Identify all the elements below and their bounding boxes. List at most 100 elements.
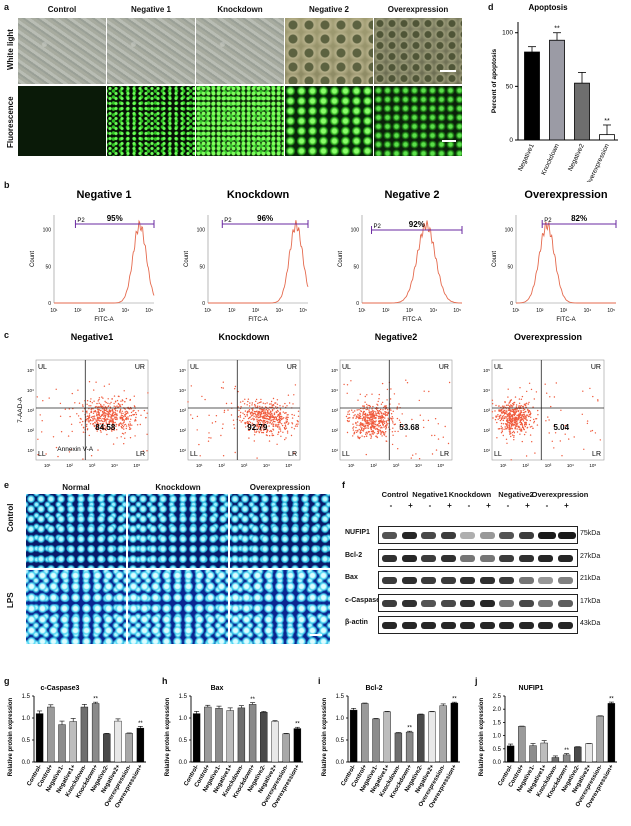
y-tick-label: 0.0 <box>336 760 345 766</box>
significance-mark: ** <box>93 697 98 703</box>
dot <box>273 408 275 410</box>
dot <box>393 393 396 395</box>
dot <box>279 409 282 411</box>
dot <box>519 412 521 414</box>
dot <box>272 404 275 406</box>
dot <box>250 418 252 420</box>
significance-mark: ** <box>250 697 255 703</box>
gate-label: P2 <box>544 218 552 224</box>
dot <box>285 427 288 429</box>
dot <box>350 380 352 382</box>
dot <box>248 405 251 407</box>
y-tick-label: 1.5 <box>179 694 188 700</box>
bar-Overexpression- <box>125 733 133 763</box>
dot <box>385 428 387 430</box>
dot <box>367 427 370 429</box>
dot <box>564 424 567 427</box>
dot <box>519 410 522 412</box>
quadrant-ll: LL <box>342 451 350 458</box>
band <box>499 554 514 562</box>
dot <box>101 420 104 422</box>
dot <box>376 428 379 430</box>
dot <box>372 430 375 433</box>
dot <box>248 417 251 419</box>
dot <box>535 418 537 420</box>
dot <box>263 412 265 414</box>
y-tick-label: 10² <box>331 428 338 433</box>
dot <box>347 420 349 423</box>
dot <box>237 416 240 418</box>
dot <box>102 417 104 420</box>
dot <box>100 403 102 406</box>
dot <box>371 418 373 420</box>
lane-sign: - <box>545 501 549 510</box>
panel-label-b: b <box>4 180 10 190</box>
dot <box>380 420 383 423</box>
dot <box>269 414 272 416</box>
dot <box>515 422 517 425</box>
dot <box>271 433 273 435</box>
dot <box>512 425 514 427</box>
dot <box>560 409 562 411</box>
dot <box>258 431 260 434</box>
dot <box>374 413 376 415</box>
dot <box>513 404 515 406</box>
y-axis-label: Count <box>184 251 190 267</box>
dot <box>143 409 146 412</box>
dot <box>279 430 282 432</box>
dot <box>244 410 247 412</box>
dot <box>442 436 444 438</box>
dot <box>504 426 506 428</box>
dot <box>390 417 393 420</box>
band <box>460 622 475 630</box>
dot <box>92 415 95 418</box>
dot <box>268 440 271 442</box>
band <box>499 622 514 630</box>
dot <box>502 423 505 425</box>
dot <box>106 427 108 429</box>
dot <box>230 414 233 416</box>
y-tick-label: 10¹ <box>27 448 34 453</box>
significance-mark: ** <box>609 697 614 703</box>
dot <box>386 440 388 442</box>
dot <box>372 427 375 429</box>
dot <box>523 414 525 416</box>
dot <box>355 426 357 429</box>
dot <box>118 423 121 425</box>
dot <box>52 436 55 438</box>
dot <box>104 424 106 427</box>
dot <box>534 452 536 454</box>
dot <box>94 418 96 420</box>
dot <box>515 411 517 414</box>
dot <box>48 397 50 399</box>
band <box>440 554 456 562</box>
dot <box>502 417 504 419</box>
dot <box>384 420 386 423</box>
dot <box>356 415 358 417</box>
dot <box>107 416 109 418</box>
dot <box>101 426 103 428</box>
quadrant-ll: LL <box>190 451 198 458</box>
dot <box>59 415 62 417</box>
dot <box>508 427 510 429</box>
dot <box>366 403 368 406</box>
dot <box>521 440 523 443</box>
band <box>479 577 495 585</box>
significance-mark: ** <box>564 748 569 754</box>
column-header-2: Overexpression <box>249 483 311 492</box>
dot <box>105 414 107 417</box>
band <box>401 599 417 607</box>
dot <box>383 413 385 415</box>
group-label: Control <box>381 490 409 499</box>
dot <box>398 419 401 421</box>
dot <box>371 414 374 416</box>
dot <box>385 435 387 438</box>
dot <box>270 403 272 405</box>
dot <box>381 382 384 385</box>
dot <box>68 451 71 453</box>
y-tick-label: 10¹ <box>331 448 338 453</box>
dot <box>266 420 268 423</box>
x-tick-label: 10⁵ <box>607 308 615 314</box>
dot <box>364 420 366 422</box>
dot <box>96 419 98 421</box>
